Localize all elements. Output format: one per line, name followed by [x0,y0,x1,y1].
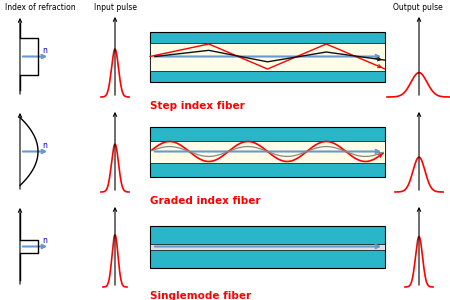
Text: n: n [42,236,47,245]
Text: Input pulse: Input pulse [94,3,136,12]
Text: Singlemode fiber: Singlemode fiber [150,291,251,300]
Bar [150,244,385,250]
Text: n: n [42,46,47,55]
Text: n: n [42,141,47,150]
Text: Index of refraction: Index of refraction [4,3,75,12]
Bar [150,226,385,268]
Bar [150,32,385,82]
Text: Graded index fiber: Graded index fiber [150,196,261,206]
Text: Step index fiber: Step index fiber [150,101,245,111]
Bar [150,43,385,70]
Bar [150,140,385,163]
Text: Output pulse: Output pulse [393,3,443,12]
Bar [150,127,385,176]
